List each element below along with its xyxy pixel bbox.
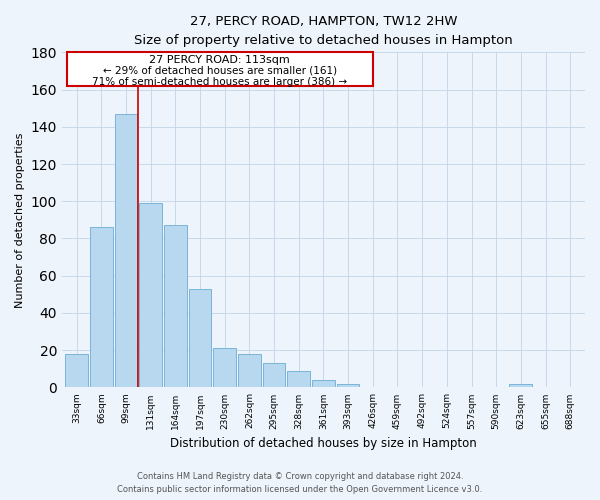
Bar — [337, 384, 359, 388]
Text: 71% of semi-detached houses are larger (386) →: 71% of semi-detached houses are larger (… — [92, 77, 347, 87]
FancyBboxPatch shape — [67, 52, 373, 86]
Text: ← 29% of detached houses are smaller (161): ← 29% of detached houses are smaller (16… — [103, 66, 337, 76]
Bar — [214, 348, 236, 388]
Bar — [139, 203, 162, 388]
X-axis label: Distribution of detached houses by size in Hampton: Distribution of detached houses by size … — [170, 437, 477, 450]
Bar — [164, 226, 187, 388]
Bar — [312, 380, 335, 388]
Bar — [509, 384, 532, 388]
Bar — [90, 228, 113, 388]
Bar — [189, 289, 211, 388]
Title: 27, PERCY ROAD, HAMPTON, TW12 2HW
Size of property relative to detached houses i: 27, PERCY ROAD, HAMPTON, TW12 2HW Size o… — [134, 15, 513, 47]
Bar — [65, 354, 88, 388]
Bar — [263, 363, 286, 388]
Bar — [115, 114, 137, 388]
Bar — [238, 354, 261, 388]
Bar — [287, 370, 310, 388]
Text: 27 PERCY ROAD: 113sqm: 27 PERCY ROAD: 113sqm — [149, 55, 290, 65]
Text: Contains HM Land Registry data © Crown copyright and database right 2024.
Contai: Contains HM Land Registry data © Crown c… — [118, 472, 482, 494]
Y-axis label: Number of detached properties: Number of detached properties — [15, 132, 25, 308]
